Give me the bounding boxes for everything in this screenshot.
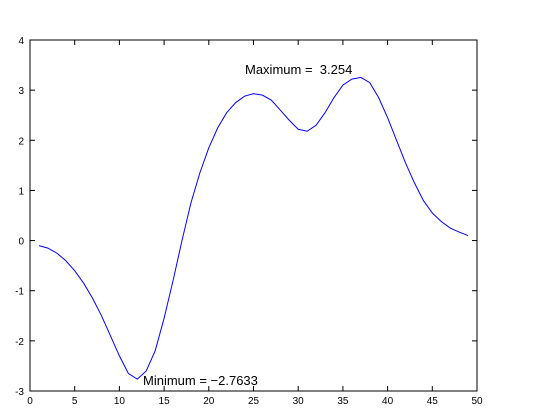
x-tick-label: 0 xyxy=(27,396,33,407)
x-tick-label: 45 xyxy=(427,396,439,407)
y-tick-label: 1 xyxy=(18,186,24,197)
max-annotation: Maximum = 3.254 xyxy=(245,62,352,77)
data-line xyxy=(38,76,469,380)
x-tick-label: 30 xyxy=(293,396,305,407)
x-tick-label: 40 xyxy=(382,396,394,407)
min-annotation: Minimum = −2.7633 xyxy=(143,373,258,388)
y-tick-label: 4 xyxy=(18,36,24,47)
x-tick-label: 10 xyxy=(114,396,126,407)
y-tick-label: -2 xyxy=(15,337,24,348)
y-tick-label: -1 xyxy=(15,287,24,298)
x-tick-label: 15 xyxy=(159,396,171,407)
x-tick-label: 20 xyxy=(203,396,215,407)
y-tick-label: -3 xyxy=(15,387,24,398)
y-tick-label: 0 xyxy=(18,237,24,248)
x-tick-label: 5 xyxy=(72,396,78,407)
y-tick-label: 2 xyxy=(18,136,24,147)
y-tick-label: 3 xyxy=(18,86,24,97)
x-tick-label: 25 xyxy=(248,396,260,407)
x-tick-label: 50 xyxy=(471,396,483,407)
x-tick-label: 35 xyxy=(337,396,349,407)
plot-frame xyxy=(29,39,478,392)
